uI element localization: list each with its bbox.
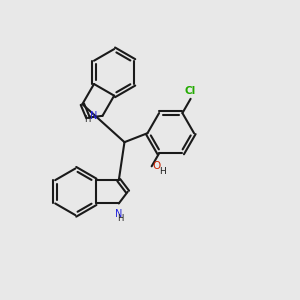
Text: O: O bbox=[153, 161, 161, 171]
Text: N: N bbox=[115, 209, 122, 219]
Text: H: H bbox=[84, 115, 90, 124]
Text: H: H bbox=[160, 167, 167, 176]
Text: H: H bbox=[117, 214, 124, 223]
Text: Cl: Cl bbox=[185, 86, 196, 96]
Text: N: N bbox=[90, 111, 97, 121]
